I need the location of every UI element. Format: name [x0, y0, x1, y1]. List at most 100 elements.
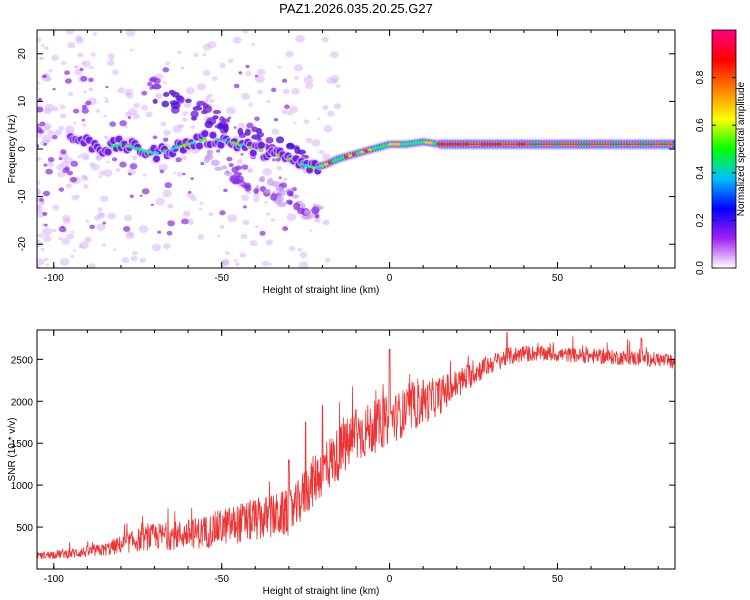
noise-blob [44, 103, 55, 112]
noise-blob [242, 219, 250, 226]
noise-blob [37, 204, 44, 212]
noise-blob [247, 102, 253, 107]
noise-blob [125, 30, 136, 37]
noise-blob [64, 70, 71, 76]
noise-blob [187, 190, 192, 194]
noise-blob [288, 245, 296, 252]
ridge-core [110, 145, 115, 149]
noise-blob [330, 51, 339, 59]
noise-blob [335, 84, 341, 89]
noise-blob [131, 155, 138, 161]
snr-y-tick-label: 1000 [11, 481, 34, 492]
noise-blob [266, 99, 271, 103]
branch-blob [162, 91, 170, 98]
noise-blob [182, 117, 188, 122]
noise-blob [254, 225, 259, 229]
noise-blob [51, 228, 57, 233]
noise-blob [126, 92, 134, 99]
ridge-core [138, 148, 143, 152]
noise-blob [112, 248, 117, 251]
ridge-core [327, 160, 333, 165]
noise-blob [284, 104, 290, 110]
noise-blob [141, 90, 148, 96]
noise-blob [60, 113, 67, 119]
noise-blob [132, 113, 140, 120]
noise-blob [138, 225, 149, 234]
noise-blob [322, 219, 330, 226]
noise-blob [241, 92, 250, 100]
noise-blob [39, 121, 46, 127]
noise-blob [173, 171, 177, 175]
noise-blob [268, 262, 273, 266]
noise-blob [112, 69, 119, 76]
ridge-core [259, 149, 264, 153]
noise-blob [58, 125, 65, 131]
spectrogram-frame [36, 29, 676, 269]
spectrogram-y-tick-label: 0 [17, 146, 28, 152]
ridge-core [319, 164, 324, 168]
noise-blob [265, 239, 274, 246]
noise-blob [163, 129, 171, 136]
noise-blob [281, 78, 288, 83]
noise-blob [70, 254, 75, 259]
noise-blob [133, 102, 141, 109]
noise-blob [236, 159, 243, 164]
noise-blob [90, 52, 96, 57]
noise-blob [72, 121, 77, 125]
noise-blob [77, 52, 84, 58]
noise-blob [54, 129, 63, 136]
noise-blob [158, 163, 168, 172]
spectrogram-x-tick-label: -50 [214, 273, 229, 284]
noise-blob [85, 100, 92, 106]
noise-blob [100, 195, 109, 203]
snr-panel: -100 -50 0 50 500 1000 1500 2000 2500 Height of s… [7, 329, 676, 597]
noise-blob [241, 164, 249, 170]
noise-blob [81, 107, 90, 114]
ridge-core [202, 137, 208, 142]
noise-blob [157, 230, 162, 234]
ridge-core [424, 140, 429, 144]
ridge-band [201, 130, 209, 138]
ridge-core [400, 142, 405, 146]
noise-blob [83, 90, 87, 94]
noise-blob [98, 174, 103, 178]
ridge-core [436, 142, 441, 146]
branch-blob [223, 171, 233, 176]
noise-blob [73, 108, 80, 114]
noise-blob [232, 36, 242, 44]
branch-blob [266, 178, 274, 186]
noise-blob [37, 197, 40, 202]
noise-blob [233, 259, 238, 263]
snr-y-tick-label: 1500 [11, 439, 34, 450]
noise-blob [282, 226, 288, 231]
noise-blob [162, 67, 170, 73]
noise-blob [37, 81, 41, 85]
branch-blob [222, 124, 229, 132]
branch-blob [292, 194, 300, 199]
noise-blob [78, 244, 84, 249]
noise-blob [259, 230, 266, 236]
noise-blob [58, 236, 63, 241]
noise-blob [37, 156, 42, 162]
noise-blob [245, 64, 250, 69]
noise-blob [145, 111, 153, 118]
noise-blob [47, 162, 54, 168]
noise-blob [44, 46, 49, 51]
noise-blob [37, 192, 41, 198]
ridge-core [182, 143, 187, 147]
noise-blob [237, 122, 246, 129]
noise-blob [227, 58, 234, 64]
noise-blob [103, 114, 107, 118]
ridge-core [118, 142, 123, 147]
branch-blob [214, 166, 223, 171]
spectrogram-y-tick-label: 10 [17, 95, 28, 107]
noise-blob [176, 172, 183, 177]
ridge-core [130, 145, 135, 150]
noise-blob [202, 69, 211, 76]
noise-blob [104, 99, 110, 104]
noise-blob [68, 91, 74, 96]
snr-x-tick-label: 0 [387, 574, 393, 585]
branch-blob [168, 89, 175, 95]
branch-blob [270, 193, 278, 201]
